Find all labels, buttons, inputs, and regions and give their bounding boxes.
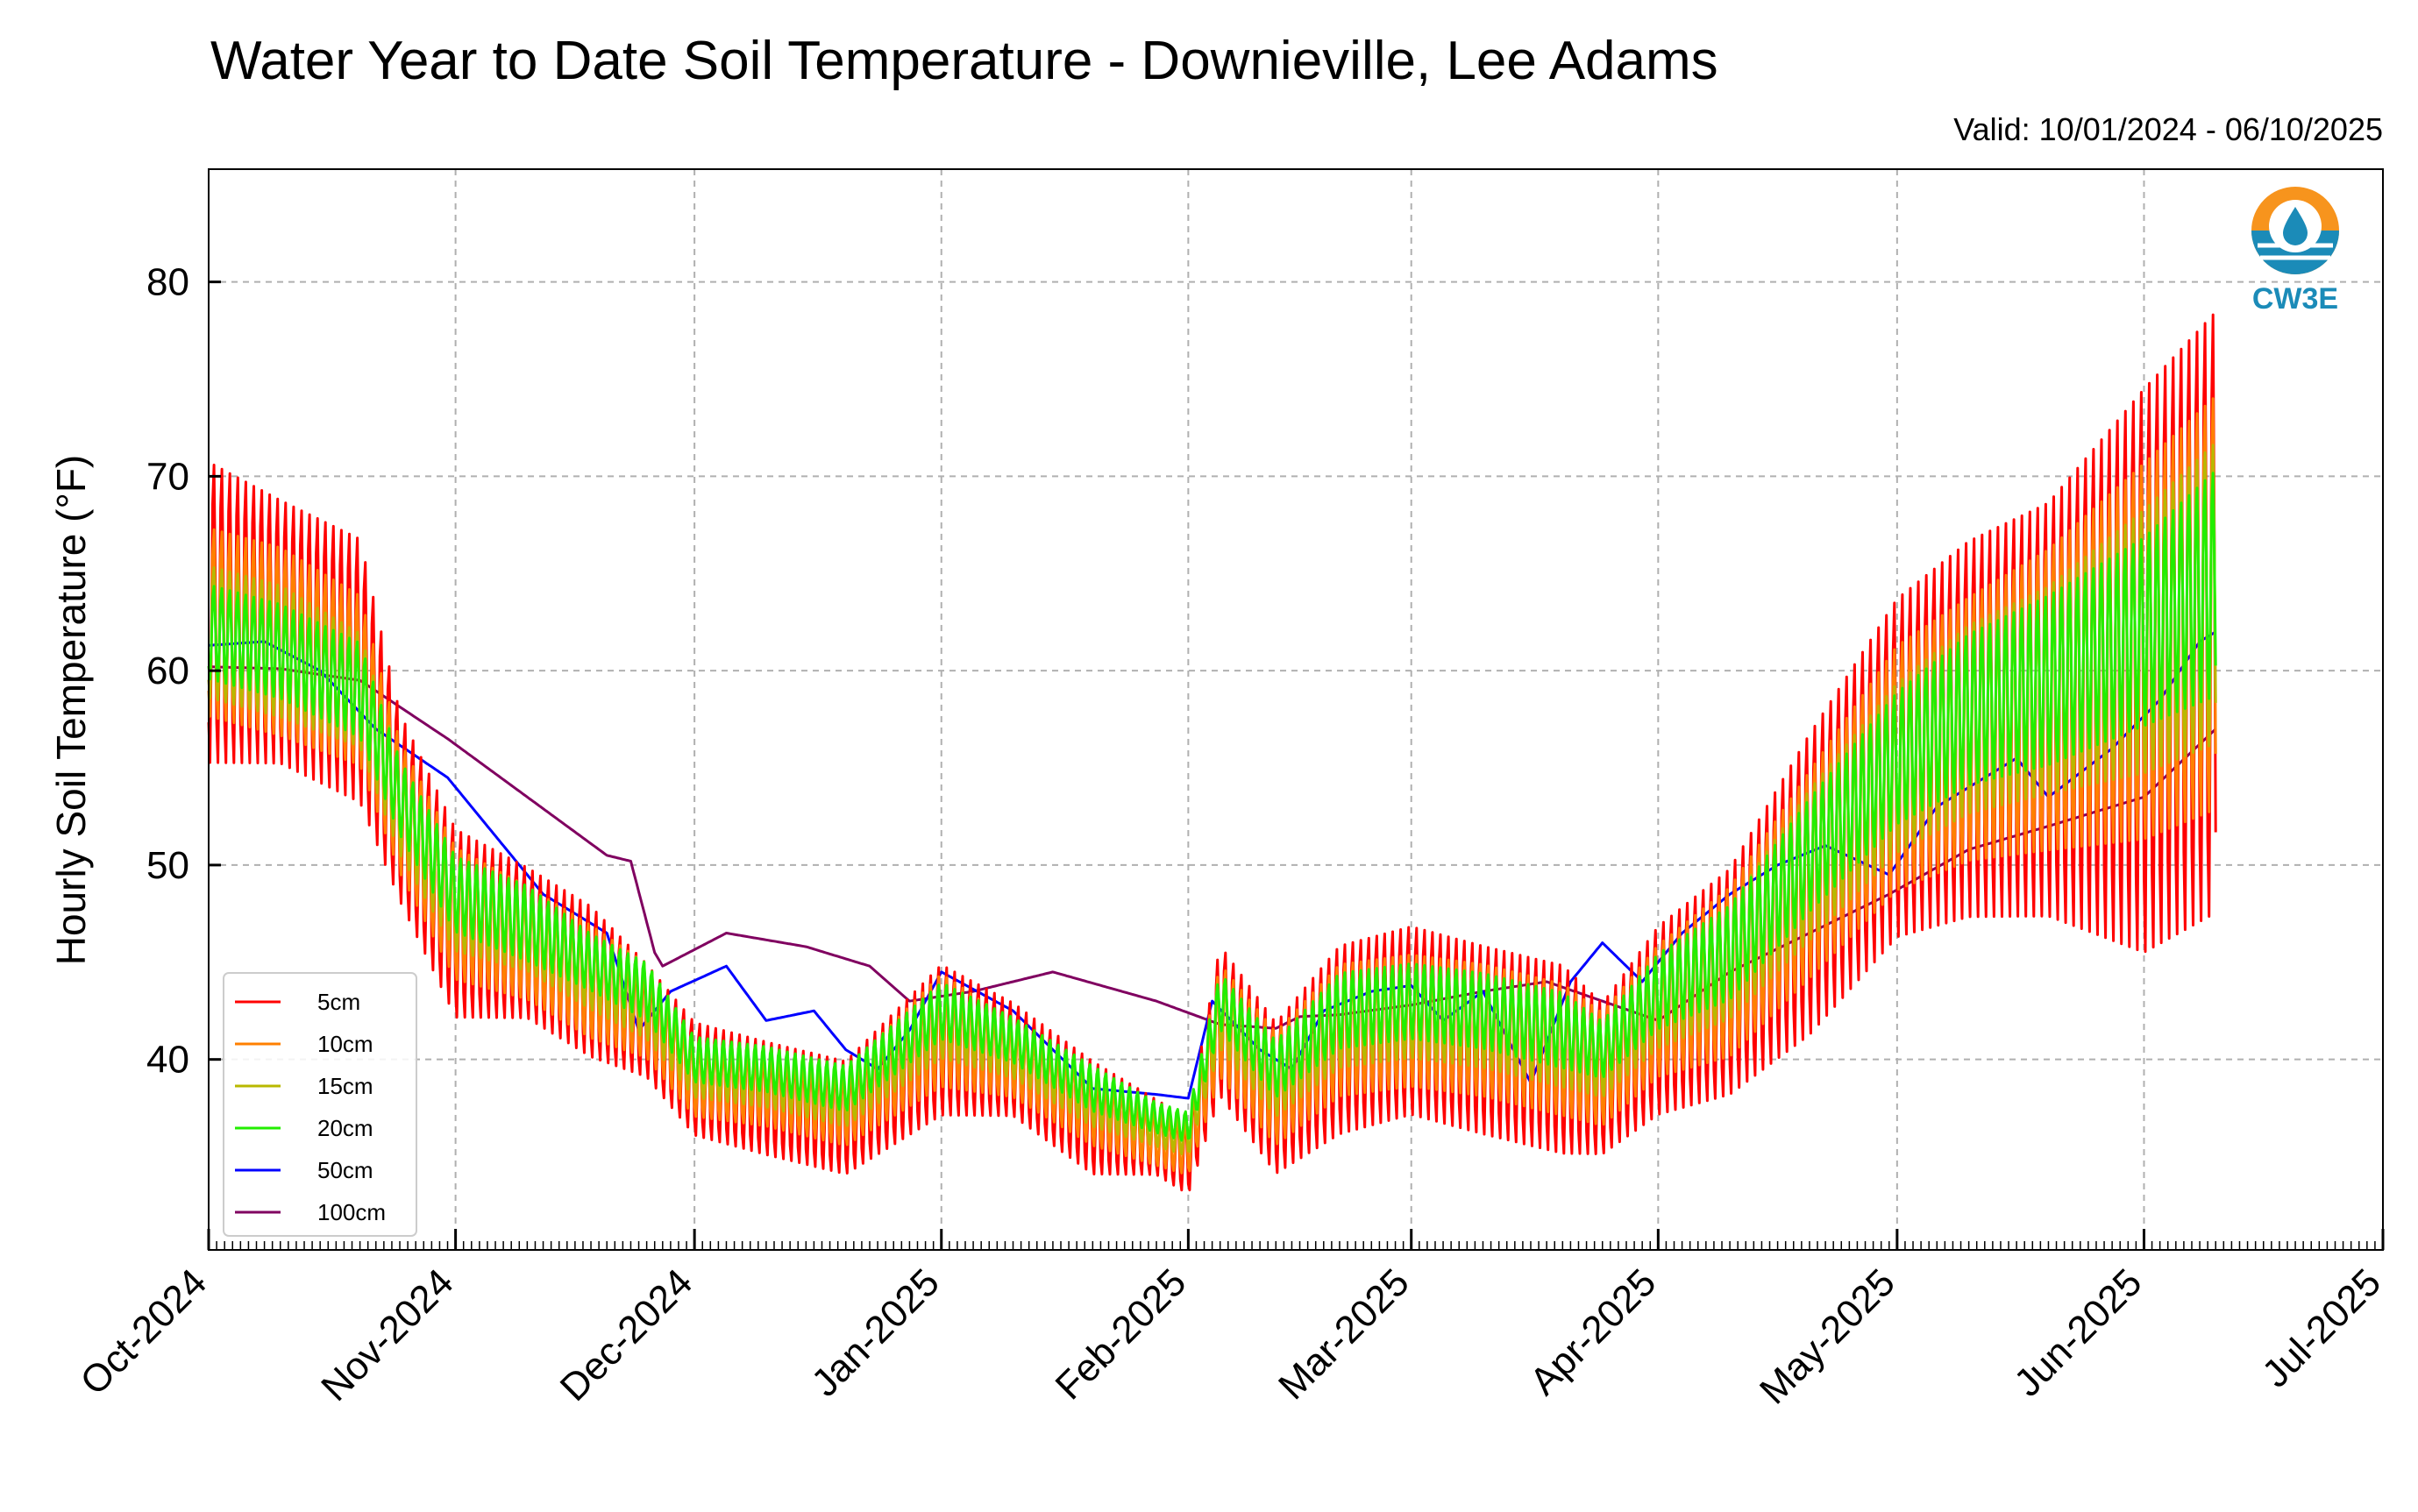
y-tick-label: 50 [146,844,189,887]
legend-label-50cm: 50cm [317,1157,373,1183]
series-line-15cm [207,444,2217,1155]
logo-text: CW3E [2252,282,2338,316]
chart-subtitle: Valid: 10/01/2024 - 06/10/2025 [1953,111,2383,147]
legend-label-20cm: 20cm [317,1115,373,1141]
y-axis: 40 50 60 70 80 [146,261,221,1082]
legend-label-100cm: 100cm [317,1199,386,1225]
legend-label-5cm: 5cm [317,989,360,1015]
y-tick-label: 40 [146,1039,189,1082]
series-line-20cm [207,472,2217,1142]
legend-label-15cm: 15cm [317,1073,373,1099]
series-line-10cm [207,397,2217,1175]
legend-label-10cm: 10cm [317,1031,373,1057]
logo-drop-icon [2283,207,2308,245]
y-tick-label: 70 [146,455,189,498]
plot-frame [208,168,2384,1251]
cw3e-logo: CW3E [2251,187,2339,316]
legend: 5cm 10cm 15cm 20cm 50cm 100cm [223,972,417,1237]
series-lines [207,313,2217,1192]
y-tick-label: 80 [146,261,189,304]
y-tick-label: 60 [146,650,189,692]
chart-title: Water Year to Date Soil Temperature - Do… [210,31,1718,91]
y-axis-label: Hourly Soil Temperature (°F) [48,455,94,966]
